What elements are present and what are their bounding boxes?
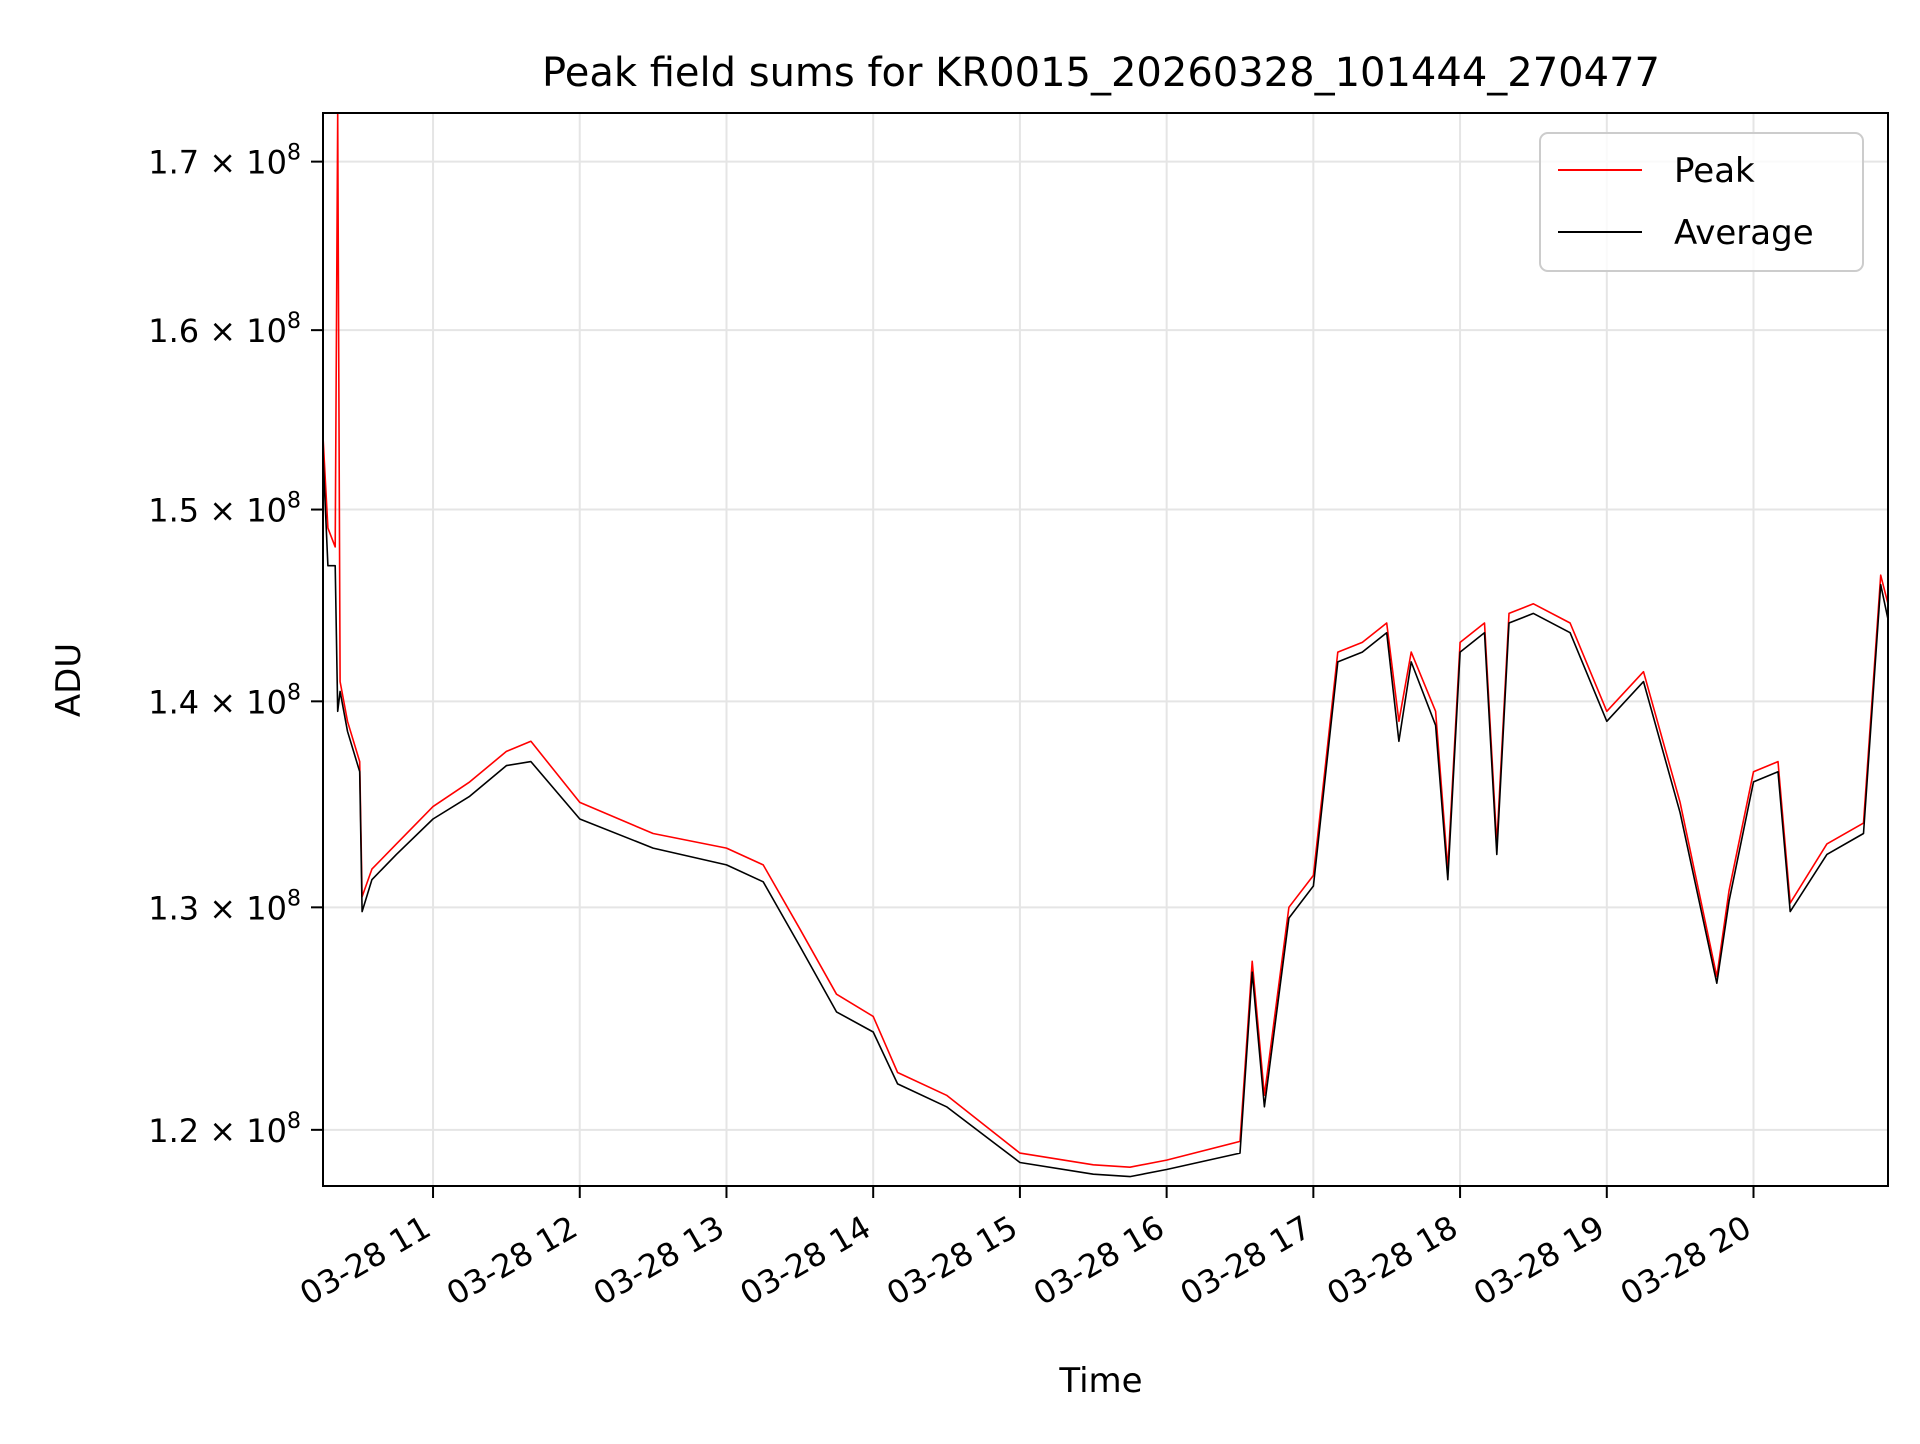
y-tick-times: × [199,312,246,350]
y-tick-base: 10 [246,1112,287,1150]
y-tick-times: × [199,889,246,927]
y-tick-exponent: 8 [287,141,301,166]
y-tick-times: × [199,1112,246,1150]
y-tick-mantissa: 1.6 [148,312,199,350]
y-tick-base: 10 [246,492,287,530]
series-layer [323,113,1888,1178]
y-tick-base: 10 [246,144,287,182]
x-axis-label: Time [1058,1361,1142,1401]
y-tick-exponent: 8 [287,1109,301,1134]
legend-label-peak: Peak [1674,151,1755,191]
y-tick-mantissa: 1.2 [148,1112,199,1150]
y-tick-exponent: 8 [287,489,301,514]
y-tick-exponent: 8 [287,309,301,334]
y-tick-label: 1.3 × 108 [148,886,301,927]
chart-title: Peak field sums for KR0015_20260328_1014… [542,50,1660,96]
y-tick-times: × [199,683,246,721]
y-tick-mantissa: 1.4 [148,683,199,721]
legend: Peak Average [1539,132,1864,272]
y-tick-base: 10 [246,312,287,350]
y-tick-mantissa: 1.3 [148,889,199,927]
grid-lines [323,113,1888,1186]
y-tick-exponent: 8 [287,886,301,911]
y-tick-times: × [199,144,246,182]
y-tick-mantissa: 1.7 [148,144,199,182]
y-tick-base: 10 [246,683,287,721]
legend-label-average: Average [1674,213,1814,253]
y-tick-label: 1.7 × 108 [148,141,301,182]
y-tick-exponent: 8 [287,680,301,705]
y-tick-label: 1.4 × 108 [148,680,301,721]
y-tick-mantissa: 1.5 [148,492,199,530]
plot-frame [322,112,1889,1187]
y-tick-times: × [199,492,246,530]
y-axis-label: ADU [49,643,89,717]
y-tick-base: 10 [246,889,287,927]
series-line-average [323,454,1888,1178]
series-line-peak [323,113,1888,1168]
y-tick-label: 1.5 × 108 [148,489,301,530]
legend-box [1539,132,1864,272]
y-tick-label: 1.2 × 108 [148,1109,301,1150]
y-tick-label: 1.6 × 108 [148,309,301,350]
